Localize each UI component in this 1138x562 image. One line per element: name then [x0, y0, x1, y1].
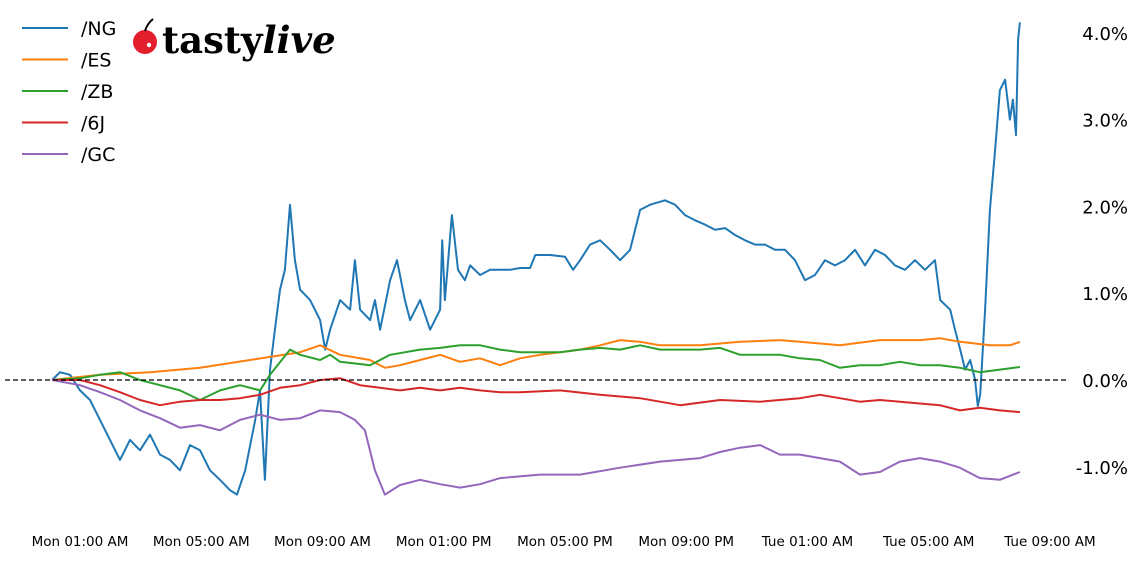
legend-label: /6J	[81, 113, 105, 135]
x-tick-label: Mon 01:00 PM	[396, 534, 492, 550]
series-line-gc	[51, 379, 1021, 496]
series-layer	[51, 22, 1021, 496]
series-line-zb	[52, 344, 1021, 401]
legend-label: /GC	[81, 144, 115, 166]
x-tick-label: Mon 05:00 AM	[153, 534, 250, 550]
tastylive-logo: tastylive	[133, 18, 336, 62]
y-tick-label: 4.0%	[1082, 24, 1128, 45]
x-tick-label: Mon 09:00 AM	[274, 534, 371, 550]
y-tick-label: 3.0%	[1082, 111, 1128, 132]
svg-text:tastylive: tastylive	[162, 18, 336, 62]
series-line-ng	[51, 22, 1021, 496]
legend: /NG/ES/ZB/6J/GC	[22, 18, 116, 166]
y-tick-label: 0.0%	[1082, 371, 1128, 392]
legend-label: /ZB	[81, 81, 113, 103]
legend-label: /ES	[81, 50, 111, 72]
x-tick-label: Mon 01:00 AM	[32, 534, 129, 550]
logo-text-italic: live	[263, 18, 336, 62]
legend-label: /NG	[81, 18, 116, 40]
x-tick-label: Tue 09:00 AM	[1003, 534, 1095, 550]
cherry-icon	[133, 18, 157, 54]
x-tick-label: Mon 09:00 PM	[638, 534, 734, 550]
y-axis-ticks: 4.0% 3.0% 2.0% 1.0% 0.0% -1.0%	[1076, 24, 1128, 479]
series-line-es	[51, 337, 1021, 381]
x-tick-label: Tue 01:00 AM	[761, 534, 853, 550]
y-tick-label: 2.0%	[1082, 197, 1128, 218]
series-line-6j	[52, 377, 1020, 414]
x-tick-label: Tue 05:00 AM	[882, 534, 974, 550]
x-tick-label: Mon 05:00 PM	[517, 534, 613, 550]
logo-text: tasty	[162, 18, 264, 62]
y-tick-label: -1.0%	[1076, 458, 1128, 479]
x-axis-ticks: Mon 01:00 AM Mon 05:00 AM Mon 09:00 AM Mon …	[32, 534, 1096, 550]
y-tick-label: 1.0%	[1082, 284, 1128, 305]
